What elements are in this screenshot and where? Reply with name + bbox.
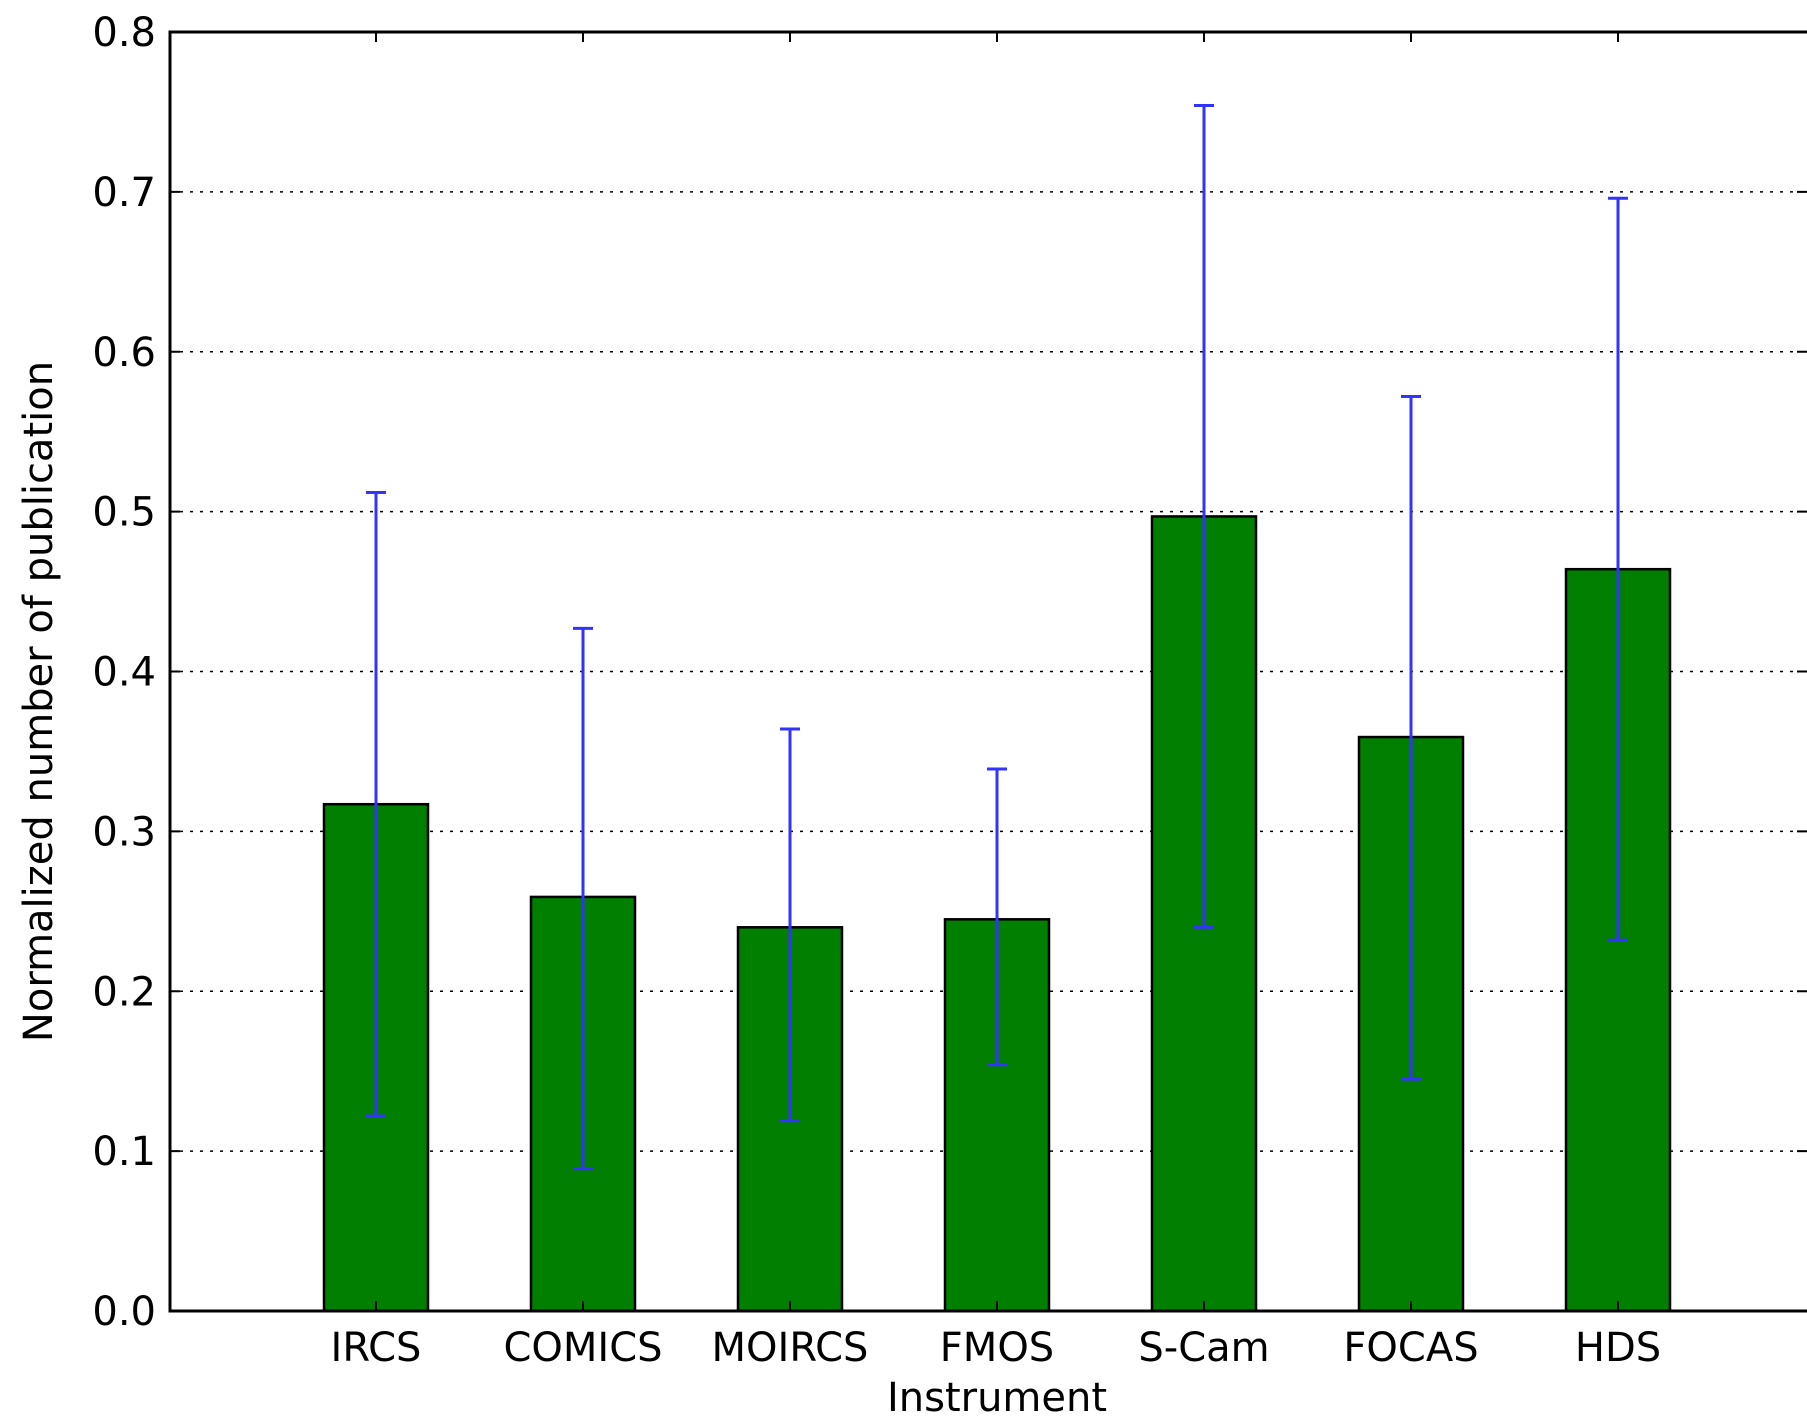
error-bar-hds: [1608, 196, 1628, 942]
error-bar-s-cam: [1194, 104, 1214, 929]
y-tick-label: 0.7: [92, 170, 156, 216]
x-tick-label-comics: COMICS: [503, 1325, 662, 1371]
y-tick-label: 0.6: [92, 330, 156, 376]
y-axis-title: Normalized number of publication: [16, 361, 62, 1042]
y-tick-label: 0.8: [92, 10, 156, 56]
y-tick-label: 0.4: [92, 650, 156, 696]
error-bars: [366, 104, 1628, 1171]
x-tick-label-s-cam: S-Cam: [1138, 1325, 1269, 1371]
x-tick-label-hds: HDS: [1575, 1325, 1661, 1371]
error-bar-moircs: [780, 727, 800, 1123]
y-tick-label: 0.1: [92, 1129, 156, 1175]
y-tick-label: 0.2: [92, 969, 156, 1015]
y-axis-ticks: 0.0 0.1 0.2 0.3 0.4 0.5 0.6 0.7 0.8: [92, 10, 1807, 1335]
y-tick-label: 0.0: [92, 1289, 156, 1335]
x-tick-label-fmos: FMOS: [940, 1325, 1054, 1371]
x-axis-ticks: IRCS COMICS MOIRCS FMOS S-Cam FOCAS HDS: [331, 32, 1661, 1371]
x-axis-title: Instrument: [887, 1375, 1107, 1418]
x-tick-label-focas: FOCAS: [1343, 1325, 1478, 1371]
y-tick-label: 0.5: [92, 490, 156, 536]
error-bar-ircs: [366, 490, 386, 1118]
y-tick-label: 0.3: [92, 809, 156, 855]
error-bar-focas: [1401, 395, 1421, 1081]
error-bar-fmos: [987, 767, 1007, 1067]
x-tick-label-moircs: MOIRCS: [712, 1325, 869, 1371]
grid-lines: [170, 191, 1807, 1152]
error-bar-comics: [573, 626, 593, 1171]
x-tick-label-ircs: IRCS: [331, 1325, 422, 1371]
